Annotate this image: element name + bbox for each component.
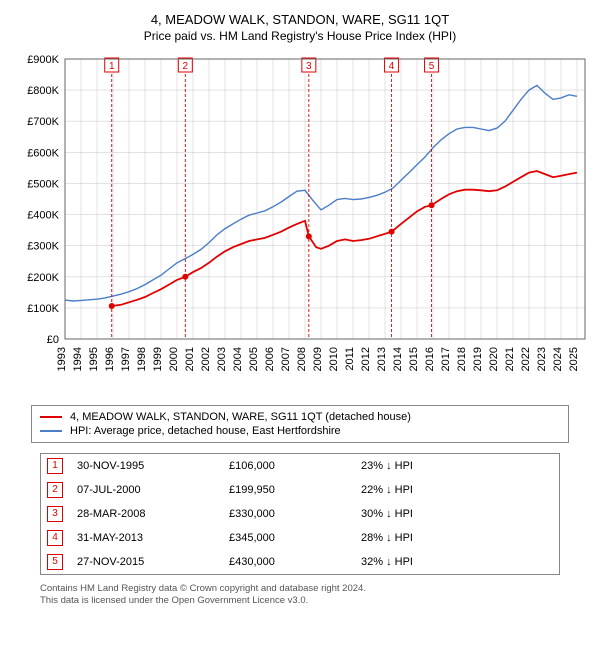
y-tick-label: £0: [47, 334, 59, 346]
x-tick-label: 1995: [88, 347, 100, 371]
x-tick-label: 1999: [152, 347, 164, 371]
transactions-table: 1 30-NOV-1995£106,00023% ↓ HPI 2 07-JUL-200…: [40, 453, 560, 575]
legend-row: HPI: Average price, detached house, East…: [40, 424, 560, 438]
txn-price: £430,000: [223, 550, 355, 575]
x-tick-label: 2025: [568, 347, 580, 371]
chart-container: £0 £100K £200K £300K £400K £500K £600K £700K £80…: [10, 49, 590, 399]
txn-price: £199,950: [223, 478, 355, 502]
footer-line2: This data is licensed under the Open Gov…: [40, 595, 560, 607]
txn-index-box: 4: [47, 530, 63, 546]
txn-price: £345,000: [223, 526, 355, 550]
table-row: 2 07-JUL-2000£199,95022% ↓ HPI: [41, 478, 560, 502]
x-tick-label: 2005: [248, 347, 260, 371]
table-row: 1 30-NOV-1995£106,00023% ↓ HPI: [41, 454, 560, 479]
x-tick-label: 2008: [296, 347, 308, 371]
y-tick-label: £700K: [27, 116, 59, 128]
x-tick-label: 2020: [488, 347, 500, 371]
table-row: 5 27-NOV-2015£430,00032% ↓ HPI: [41, 550, 560, 575]
x-tick-label: 2014: [392, 347, 404, 371]
txn-delta: 32% ↓ HPI: [355, 550, 560, 575]
legend: 4, MEADOW WALK, STANDON, WARE, SG11 1QT …: [31, 405, 569, 443]
x-tick-label: 1993: [56, 347, 68, 371]
y-tick-label: £200K: [27, 272, 59, 284]
txn-delta: 28% ↓ HPI: [355, 526, 560, 550]
x-tick-label: 1998: [136, 347, 148, 371]
marker-index: 2: [183, 61, 189, 72]
txn-date: 30-NOV-1995: [71, 454, 223, 479]
table-row: 4 31-MAY-2013£345,00028% ↓ HPI: [41, 526, 560, 550]
x-tick-label: 2000: [168, 347, 180, 371]
txn-price: £106,000: [223, 454, 355, 479]
marker-index: 5: [429, 61, 435, 72]
x-tick-label: 2021: [504, 347, 516, 371]
legend-swatch: [40, 430, 62, 432]
x-tick-label: 2006: [264, 347, 276, 371]
legend-row: 4, MEADOW WALK, STANDON, WARE, SG11 1QT …: [40, 410, 560, 424]
y-tick-label: £900K: [27, 54, 59, 66]
footer-attribution: Contains HM Land Registry data © Crown c…: [40, 583, 560, 608]
x-tick-label: 2010: [328, 347, 340, 371]
legend-label: 4, MEADOW WALK, STANDON, WARE, SG11 1QT …: [70, 411, 411, 423]
x-tick-label: 2015: [408, 347, 420, 371]
txn-date: 28-MAR-2008: [71, 502, 223, 526]
x-tick-label: 2019: [472, 347, 484, 371]
x-tick-label: 2009: [312, 347, 324, 371]
chart-title-block: 4, MEADOW WALK, STANDON, WARE, SG11 1QT …: [10, 12, 590, 43]
txn-delta: 22% ↓ HPI: [355, 478, 560, 502]
footer-line1: Contains HM Land Registry data © Crown c…: [40, 583, 560, 595]
txn-index-box: 2: [47, 482, 63, 498]
y-tick-label: £300K: [27, 241, 59, 253]
x-tick-label: 2022: [520, 347, 532, 371]
txn-price: £330,000: [223, 502, 355, 526]
txn-index-box: 3: [47, 506, 63, 522]
x-tick-label: 2011: [344, 347, 356, 371]
x-tick-label: 2004: [232, 347, 244, 371]
y-tick-label: £100K: [27, 303, 59, 315]
x-tick-label: 2012: [360, 347, 372, 371]
x-tick-label: 2016: [424, 347, 436, 371]
marker-index: 3: [306, 61, 312, 72]
marker-dot: [182, 274, 188, 280]
marker-dot: [306, 233, 312, 239]
title-address: 4, MEADOW WALK, STANDON, WARE, SG11 1QT: [10, 12, 590, 27]
x-tick-label: 2024: [552, 347, 564, 371]
marker-dot: [389, 229, 395, 235]
y-tick-label: £400K: [27, 210, 59, 222]
txn-delta: 30% ↓ HPI: [355, 502, 560, 526]
marker-dot: [429, 202, 435, 208]
x-tick-label: 2003: [216, 347, 228, 371]
x-tick-label: 2018: [456, 347, 468, 371]
legend-swatch: [40, 416, 62, 418]
txn-date: 31-MAY-2013: [71, 526, 223, 550]
txn-date: 27-NOV-2015: [71, 550, 223, 575]
title-subtitle: Price paid vs. HM Land Registry's House …: [10, 29, 590, 43]
table-row: 3 28-MAR-2008£330,00030% ↓ HPI: [41, 502, 560, 526]
x-tick-label: 1996: [104, 347, 116, 371]
line-chart: £0 £100K £200K £300K £400K £500K £600K £700K £80…: [10, 49, 590, 399]
x-tick-label: 2002: [200, 347, 212, 371]
x-tick-label: 2007: [280, 347, 292, 371]
x-tick-label: 2017: [440, 347, 452, 371]
y-tick-label: £800K: [27, 85, 59, 97]
marker-dot: [109, 303, 115, 309]
marker-index: 4: [389, 61, 395, 72]
x-tick-label: 1994: [72, 347, 84, 371]
x-tick-label: 2001: [184, 347, 196, 371]
x-tick-label: 2023: [536, 347, 548, 371]
txn-index-box: 5: [47, 554, 63, 570]
x-tick-label: 1997: [120, 347, 132, 371]
txn-delta: 23% ↓ HPI: [355, 454, 560, 479]
legend-label: HPI: Average price, detached house, East…: [70, 425, 341, 437]
txn-index-box: 1: [47, 458, 63, 474]
x-tick-label: 2013: [376, 347, 388, 371]
y-tick-label: £500K: [27, 178, 59, 190]
marker-index: 1: [109, 61, 115, 72]
y-tick-label: £600K: [27, 147, 59, 159]
txn-date: 07-JUL-2000: [71, 478, 223, 502]
